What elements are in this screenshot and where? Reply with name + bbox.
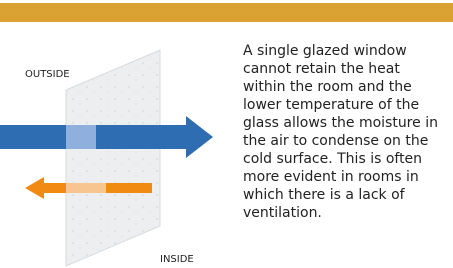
header-band [0, 3, 453, 22]
cold-arrow-through-glass [66, 183, 106, 193]
heat-arrow-head [186, 116, 213, 158]
description-line: A single glazed window [243, 42, 451, 60]
description-line: more evident in rooms in [243, 168, 451, 186]
diagram: OUTSIDE INSIDE A single glazed windowcan… [0, 0, 453, 268]
inside-label: INSIDE [160, 254, 194, 265]
description-line: which there is a lack of [243, 186, 451, 204]
description-line: cannot retain the heat [243, 60, 451, 78]
heat-arrow-through-glass [66, 125, 96, 149]
description-line: the air to condense on the [243, 132, 451, 150]
description-line: glass allows the moisture in [243, 114, 451, 132]
description-line: lower temperature of the [243, 96, 451, 114]
description-line: within the room and the [243, 78, 451, 96]
outside-label: OUTSIDE [25, 69, 70, 80]
glass-texture [66, 50, 160, 266]
description-line: ventilation. [243, 204, 451, 222]
description-line: cold surface. This is often [243, 150, 451, 168]
cold-arrow-head [25, 177, 44, 199]
